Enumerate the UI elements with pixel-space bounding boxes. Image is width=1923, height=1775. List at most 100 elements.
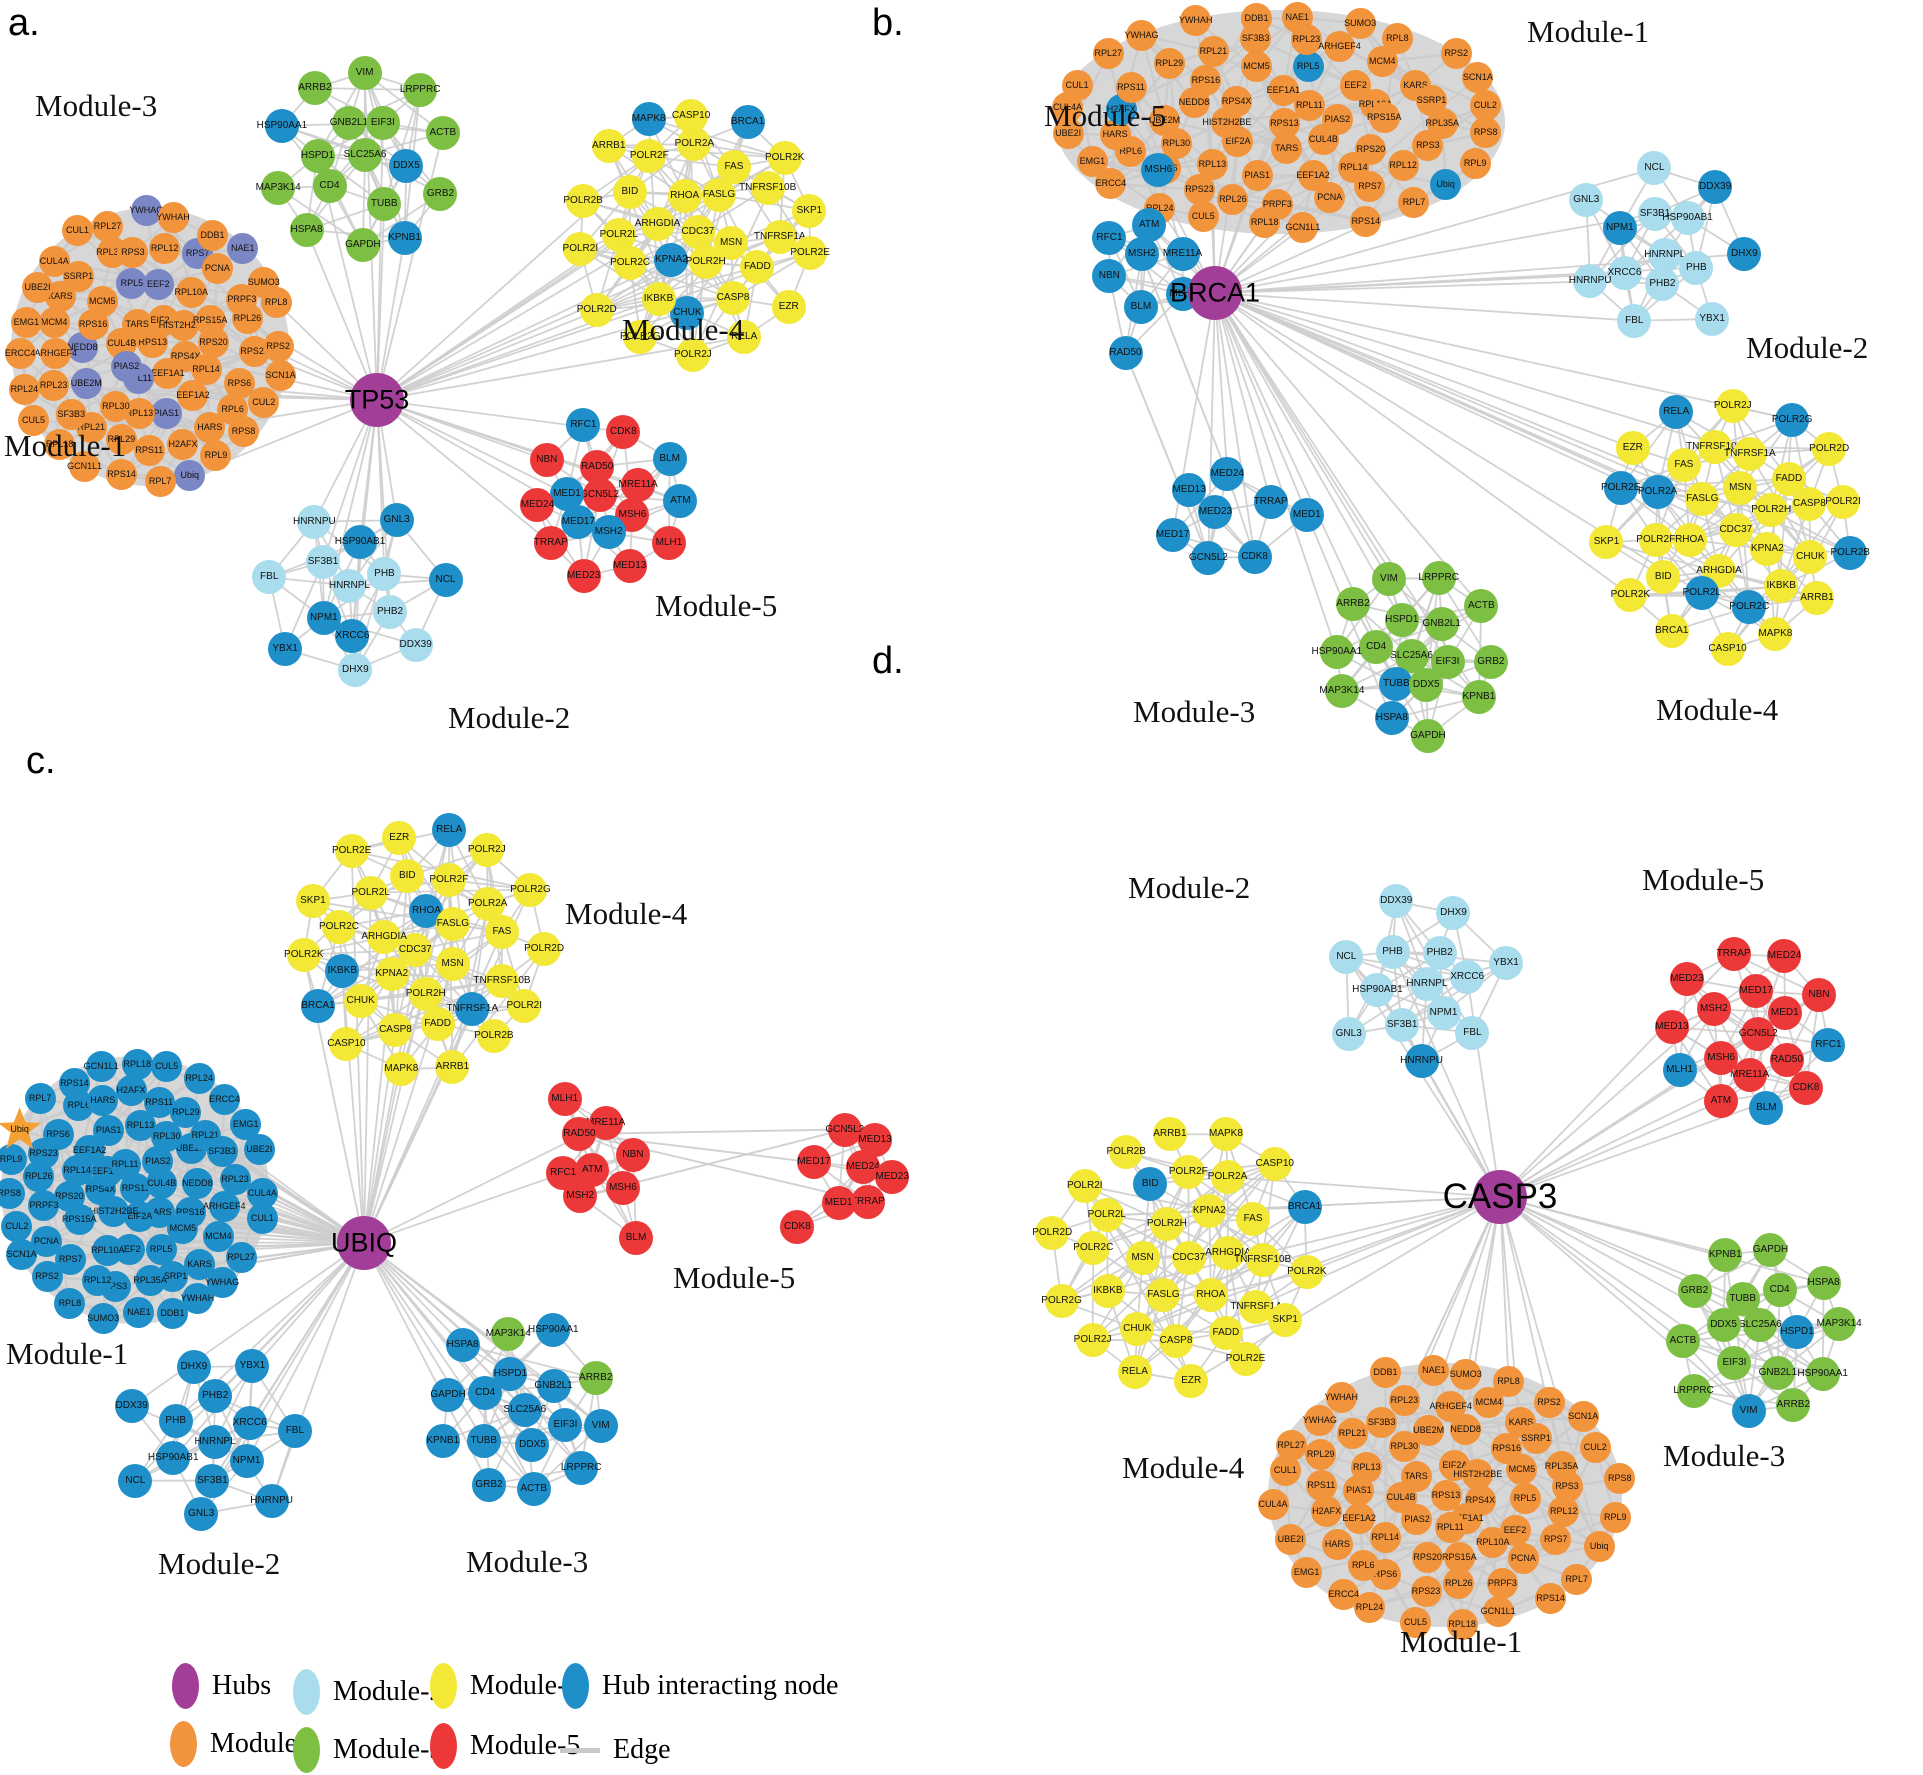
node-hsp90ab1[interactable]: HSP90AB1 xyxy=(335,525,385,560)
node-rhoa[interactable]: RHOA xyxy=(1672,522,1707,557)
node-mlh1[interactable]: MLH1 xyxy=(547,1081,582,1116)
node-map3k14[interactable]: MAP3K14 xyxy=(486,1316,531,1351)
node-rps20[interactable]: RPS20 xyxy=(53,1180,85,1212)
node-prpf3[interactable]: PRPF3 xyxy=(28,1189,60,1221)
node-ube2i[interactable]: UBE2I xyxy=(1052,118,1084,150)
node-rad50[interactable]: RAD50 xyxy=(562,1116,597,1151)
node-ube2i[interactable]: UBE2I xyxy=(1275,1524,1307,1556)
node-ddx5[interactable]: DDX5 xyxy=(515,1427,550,1462)
node-fas[interactable]: FAS xyxy=(484,915,519,950)
node-rps7[interactable]: RPS7 xyxy=(1540,1523,1572,1555)
node-polr2l[interactable]: POLR2L xyxy=(1088,1198,1126,1233)
node-mre11a[interactable]: MRE11A xyxy=(1730,1058,1769,1093)
node-hspa8[interactable]: HSPA8 xyxy=(445,1327,480,1362)
node-ddx39[interactable]: DDX39 xyxy=(114,1388,149,1423)
node-fadd[interactable]: FADD xyxy=(1771,461,1806,496)
node-bid[interactable]: BID xyxy=(1646,560,1681,595)
node-rps8[interactable]: RPS8 xyxy=(227,416,259,448)
node-rpl12[interactable]: RPL12 xyxy=(1548,1495,1580,1527)
node-rpl5[interactable]: RPL5 xyxy=(1292,51,1324,82)
node-polr2f[interactable]: POLR2F xyxy=(429,862,468,897)
node-polr2f[interactable]: POLR2F xyxy=(1636,522,1675,557)
node-xrcc6[interactable]: XRCC6 xyxy=(335,619,370,654)
node-polr2h[interactable]: POLR2H xyxy=(1751,493,1791,527)
node-rpl7[interactable]: RPL7 xyxy=(144,465,176,497)
node-hnrnpu[interactable]: HNRNPU xyxy=(293,504,336,539)
node-atm[interactable]: ATM xyxy=(1703,1084,1738,1119)
node-cul4a[interactable]: CUL4A xyxy=(38,246,70,278)
node-tubb[interactable]: TUBB xyxy=(367,187,402,222)
node-faslg[interactable]: FASLG xyxy=(1146,1278,1181,1313)
node-casp10[interactable]: CASP10 xyxy=(1708,632,1747,667)
node-h2afx[interactable]: H2AFX xyxy=(1311,1496,1343,1528)
node-rps20[interactable]: RPS20 xyxy=(1412,1542,1444,1574)
node-med17[interactable]: MED17 xyxy=(797,1145,832,1180)
node-gcn1l1[interactable]: GCN1L1 xyxy=(1481,1596,1516,1628)
node-polr2e[interactable]: POLR2E xyxy=(790,235,830,270)
node-trrap[interactable]: TRRAP xyxy=(1716,937,1751,972)
node-nae1[interactable]: NAE1 xyxy=(123,1297,155,1329)
node-polr2b[interactable]: POLR2B xyxy=(563,183,603,218)
node-cd4[interactable]: CD4 xyxy=(1762,1272,1797,1307)
node-rpl10a[interactable]: RPL10A xyxy=(91,1234,125,1266)
node-cdk8[interactable]: CDK8 xyxy=(780,1209,815,1244)
node-kpna2[interactable]: KPNA2 xyxy=(654,242,689,277)
node-rpl27[interactable]: RPL27 xyxy=(1092,38,1124,70)
node-hars[interactable]: HARS xyxy=(1099,119,1131,151)
node-arrb1[interactable]: ARRB1 xyxy=(591,128,626,163)
node-rpl18[interactable]: RPL18 xyxy=(121,1048,153,1080)
node-rps2[interactable]: RPS2 xyxy=(262,330,294,362)
node-sf3b1[interactable]: SF3B1 xyxy=(1637,196,1672,231)
node-tubb[interactable]: TUBB xyxy=(1379,666,1414,701)
node-casp8[interactable]: CASP8 xyxy=(378,1012,413,1047)
node-tars[interactable]: TARS xyxy=(121,308,153,340)
node-casp8[interactable]: CASP8 xyxy=(716,281,751,316)
node-kpna2[interactable]: KPNA2 xyxy=(1192,1193,1227,1228)
node-ezr[interactable]: EZR xyxy=(1615,430,1650,465)
node-lrpprc[interactable]: LRPPRC xyxy=(1673,1374,1714,1409)
node-cdk8[interactable]: CDK8 xyxy=(1237,540,1272,575)
node-brca1[interactable]: BRCA1 xyxy=(301,988,336,1023)
node-hspa8[interactable]: HSPA8 xyxy=(1374,701,1409,736)
node-mlh1[interactable]: MLH1 xyxy=(651,525,686,560)
node-npm1[interactable]: NPM1 xyxy=(229,1444,264,1479)
node-rpl23[interactable]: RPL23 xyxy=(219,1164,251,1196)
node-ddx5[interactable]: DDX5 xyxy=(389,148,424,183)
node-gnl3[interactable]: GNL3 xyxy=(1331,1017,1366,1052)
node-sf3b3[interactable]: SF3B3 xyxy=(55,399,87,431)
node-cul4a[interactable]: CUL4A xyxy=(1257,1488,1289,1520)
node-grb2[interactable]: GRB2 xyxy=(1677,1274,1712,1309)
node-faslg[interactable]: FASLG xyxy=(435,907,470,942)
node-mre11a[interactable]: MRE11A xyxy=(619,467,658,502)
node-rps8[interactable]: RPS8 xyxy=(0,1177,25,1209)
node-cul2[interactable]: CUL2 xyxy=(1,1210,33,1242)
node-skp1[interactable]: SKP1 xyxy=(1268,1302,1303,1337)
node-ybx1[interactable]: YBX1 xyxy=(1695,301,1730,336)
node-casp10[interactable]: CASP10 xyxy=(672,99,710,134)
node-polr2g[interactable]: POLR2G xyxy=(1772,402,1812,437)
node-phb[interactable]: PHB xyxy=(1375,934,1410,969)
node-polr2d[interactable]: POLR2D xyxy=(577,292,617,327)
node-rela[interactable]: RELA xyxy=(727,320,762,355)
node-polr2d[interactable]: POLR2D xyxy=(524,931,564,966)
node-kpna2[interactable]: KPNA2 xyxy=(374,956,409,991)
node-rpl18[interactable]: RPL18 xyxy=(1249,207,1281,239)
node-grb2[interactable]: GRB2 xyxy=(423,176,458,211)
node-ssrp1[interactable]: SSRP1 xyxy=(1520,1423,1552,1455)
node-cdc37[interactable]: CDC37 xyxy=(1718,513,1753,548)
node-rpl11[interactable]: RPL11 xyxy=(1434,1511,1466,1543)
node-eef1a2[interactable]: EEF1A2 xyxy=(1342,1502,1376,1534)
node-pias1[interactable]: PIAS1 xyxy=(93,1114,125,1146)
node-cdk8[interactable]: CDK8 xyxy=(1788,1070,1823,1105)
node-hsp90ab1[interactable]: HSP90AB1 xyxy=(148,1440,199,1475)
node-polr2c[interactable]: POLR2C xyxy=(319,909,359,944)
node-emg1[interactable]: EMG1 xyxy=(1076,145,1108,177)
node-rpl30[interactable]: RPL30 xyxy=(1160,128,1192,159)
node-skp1[interactable]: SKP1 xyxy=(1589,525,1624,560)
node-rfc1[interactable]: RFC1 xyxy=(546,1156,581,1191)
node-polr2k[interactable]: POLR2K xyxy=(765,140,804,175)
node-med1[interactable]: MED1 xyxy=(1289,497,1324,532)
node-lrpprc[interactable]: LRPPRC xyxy=(561,1450,602,1485)
node-msh2[interactable]: MSH2 xyxy=(563,1179,598,1214)
node-polr2k[interactable]: POLR2K xyxy=(1611,578,1650,613)
